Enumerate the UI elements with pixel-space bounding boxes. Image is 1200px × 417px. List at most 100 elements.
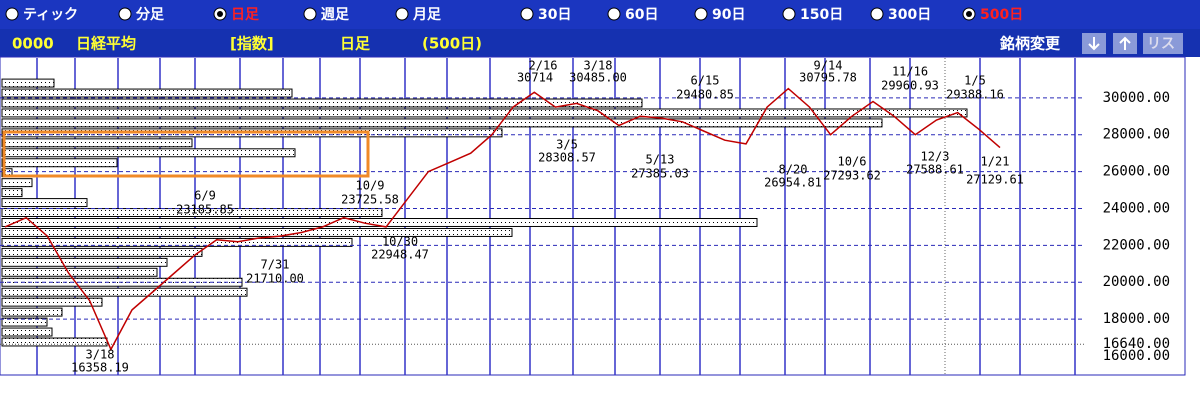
y-tick-label: 16640.00 (1103, 336, 1170, 352)
annotation-date: 7/31 (261, 258, 290, 272)
annotation-date: 8/20 (779, 163, 808, 177)
annotation-price: 16358.19 (71, 361, 129, 375)
radio-circle (395, 7, 409, 21)
annotation-date: 10/9 (356, 179, 385, 193)
annotation-date: 3/5 (556, 138, 578, 152)
annotation-price: 27588.61 (906, 163, 964, 177)
volume-bar (1, 158, 118, 168)
volume-bar (1, 307, 63, 317)
annotation-price: 27385.03 (631, 167, 689, 181)
toolbar-items: ティック 分足 日足 週足 月足 30日 60日 90日 150日 300日 500日 (5, 7, 1023, 23)
radio-circle (782, 7, 796, 21)
annotation-date: 3/18 (86, 348, 115, 362)
annotation-date: 6/15 (691, 74, 720, 88)
price-line (4, 87, 1001, 352)
annotation-date: 6/9 (194, 189, 216, 203)
y-tick-label: 20000.00 (1103, 274, 1170, 290)
volume-bar (1, 118, 883, 128)
volume-bar (1, 297, 103, 307)
radio-label: 日足 (231, 7, 260, 23)
change-button[interactable]: 銘柄変更 (999, 35, 1061, 53)
range: (500日) (422, 35, 482, 53)
volume-bar (1, 138, 193, 148)
y-tick-label: 16000.00 (1103, 348, 1170, 364)
volume-bar (1, 287, 248, 297)
radio-option[interactable]: 150日 (782, 7, 843, 23)
code: 0000 (12, 35, 54, 53)
radio-option[interactable]: 500日 (962, 7, 1023, 23)
volume-bar (1, 198, 88, 208)
header: 0000 日経平均 [指数] 日足 (500日) 銘柄変更 リス (12, 33, 1183, 54)
toolbar (0, 0, 1200, 29)
index-kind: [指数] (230, 35, 274, 53)
radio-option[interactable]: ティック (5, 7, 78, 23)
radio-option[interactable]: 30日 (520, 7, 571, 23)
radio-circle (607, 7, 621, 21)
volume-bar (1, 178, 33, 188)
volume-bar (1, 188, 23, 198)
radio-circle (5, 7, 19, 21)
annotation-price: 27129.61 (966, 173, 1024, 187)
y-tick-label: 30000.00 (1103, 90, 1170, 106)
radio-label: ティック (23, 7, 78, 23)
radio-circle (520, 7, 534, 21)
annotation-price: 26954.81 (764, 176, 822, 190)
radio-label: 30日 (538, 7, 571, 23)
radio-circle (303, 7, 317, 21)
volume-bar (1, 237, 353, 247)
radio-option[interactable]: 90日 (694, 7, 745, 23)
radio-label: 分足 (135, 7, 165, 23)
volume-bar (1, 327, 53, 337)
radio-option[interactable]: 日足 (213, 7, 260, 23)
y-tick-label: 28000.00 (1103, 127, 1170, 143)
annotation-price: 27293.62 (823, 169, 881, 183)
radio-circle (694, 7, 708, 21)
radio-label: 300日 (888, 7, 931, 23)
volume-bar (1, 98, 643, 108)
volume-bar (1, 267, 158, 277)
annotation-price: 23725.58 (341, 193, 399, 207)
radio-circle (118, 7, 132, 21)
annotation-date: 2/16 (529, 59, 558, 73)
annotation-price: 30485.00 (569, 71, 627, 85)
annotation-date: 1/5 (964, 74, 986, 88)
radio-label: 150日 (800, 7, 843, 23)
radio-option[interactable]: 300日 (870, 7, 931, 23)
radio-option[interactable]: 週足 (303, 7, 350, 23)
list-button[interactable] (1143, 33, 1183, 54)
volume-bar (1, 317, 48, 327)
radio-label: 月足 (412, 7, 442, 23)
radio-option[interactable]: 月足 (395, 7, 442, 23)
y-tick-label: 26000.00 (1103, 164, 1170, 180)
radio-option[interactable]: 60日 (607, 7, 658, 23)
annotation-price: 30714 (517, 71, 553, 85)
annotation-price: 29388.16 (946, 88, 1004, 102)
radio-circle (870, 7, 884, 21)
list-button-label: リス (1147, 36, 1175, 52)
annotation-date: 9/14 (814, 59, 843, 73)
volume-bar (1, 227, 513, 237)
annotation-price: 23185.85 (176, 203, 234, 217)
annotation-price: 22948.47 (371, 248, 429, 262)
up-icon (1119, 36, 1131, 50)
annotation-date: 11/16 (892, 65, 928, 79)
annotation-date: 3/18 (584, 59, 613, 73)
down-icon (1088, 37, 1100, 51)
y-tick-label: 24000.00 (1103, 200, 1170, 216)
volume-bar (1, 257, 168, 267)
period: 日足 (340, 35, 371, 53)
radio-label: 90日 (712, 7, 745, 23)
radio-label: 60日 (625, 7, 658, 23)
annotation-date: 1/21 (981, 155, 1010, 169)
annotation-price: 28308.57 (538, 151, 596, 165)
y-tick-label: 22000.00 (1103, 237, 1170, 253)
annotation-price: 30795.78 (799, 71, 857, 85)
annotation-date: 12/3 (921, 150, 950, 164)
radio-label: 週足 (321, 7, 350, 23)
annotation-date: 10/30 (382, 235, 418, 249)
volume-bar (1, 78, 55, 88)
annotation-date: 10/6 (838, 155, 867, 169)
radio-option[interactable]: 分足 (118, 7, 165, 23)
